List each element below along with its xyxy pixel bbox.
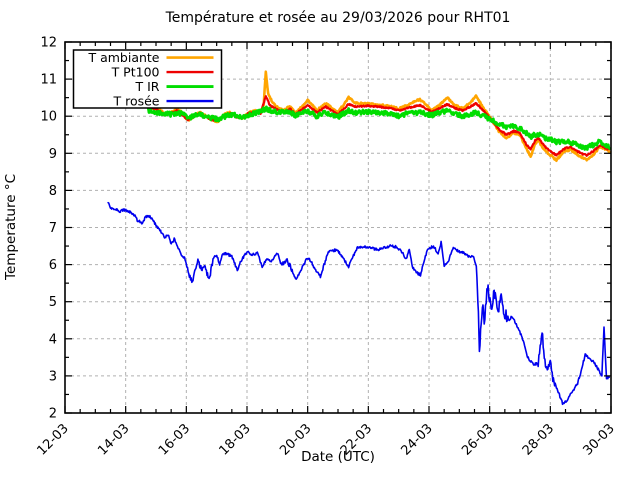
chart-title: Température et rosée au 29/03/2026 pour … — [165, 10, 511, 26]
y-axis-label: Temperature °C — [3, 174, 19, 281]
y-tick-label: 8 — [49, 184, 57, 199]
y-tick-label: 6 — [49, 258, 57, 273]
y-tick-label: 7 — [49, 221, 57, 236]
y-tick-label: 12 — [40, 36, 57, 51]
x-tick-label: 16-03 — [156, 421, 193, 458]
x-tick-label: 26-03 — [459, 421, 496, 458]
y-tick-label: 2 — [49, 407, 57, 422]
legend-label-t-ambiante: T ambiante — [87, 50, 159, 65]
x-tick-label: 18-03 — [217, 421, 254, 458]
y-tick-label: 9 — [49, 147, 57, 162]
legend-label-t-pt100: T Pt100 — [111, 64, 160, 79]
y-tick-label: 5 — [49, 295, 57, 310]
legend-label-t-ir: T IR — [135, 79, 160, 94]
y-tick-label: 3 — [49, 369, 57, 384]
legend-box — [72, 49, 223, 109]
x-axis-label: Date (UTC) — [301, 449, 375, 465]
x-tick-label: 28-03 — [520, 421, 557, 458]
series-t-ir — [146, 105, 611, 151]
x-tick-label: 12-03 — [35, 421, 72, 458]
legend-label-t-ros-e: T rosée — [112, 93, 159, 108]
y-tick-label: 4 — [49, 332, 57, 347]
x-tick-label: 14-03 — [95, 421, 132, 458]
y-tick-label: 11 — [40, 73, 57, 88]
x-tick-label: 24-03 — [399, 421, 436, 458]
y-tick-label: 10 — [40, 110, 57, 125]
series-t-ros-e — [107, 201, 611, 406]
x-tick-label: 30-03 — [581, 421, 618, 458]
